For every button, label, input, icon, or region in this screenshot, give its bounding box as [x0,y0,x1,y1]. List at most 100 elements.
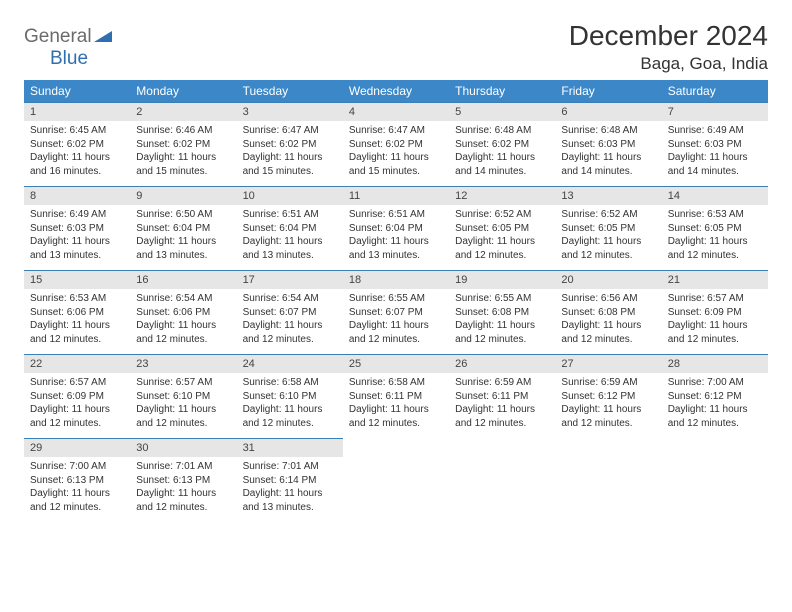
day-body: Sunrise: 6:55 AMSunset: 6:08 PMDaylight:… [449,289,555,350]
daylight-text: Daylight: 11 hours and 13 minutes. [30,235,124,262]
sunrise-text: Sunrise: 6:50 AM [136,208,230,222]
day-cell: 31Sunrise: 7:01 AMSunset: 6:14 PMDayligh… [237,438,343,522]
day-cell: 25 Sunrise: 6:58 AMSunset: 6:11 PMDayligh… [343,354,449,438]
sunrise-text: Sunrise: 6:54 AM [243,292,337,306]
day-cell [662,438,768,522]
day-header-tuesday: Tuesday [237,80,343,102]
day-body: Sunrise: 6:52 AMSunset: 6:05 PMDaylight:… [449,205,555,266]
daylight-text: Daylight: 11 hours and 12 minutes. [561,403,655,430]
sunset-text: Sunset: 6:14 PM [243,474,337,488]
sunset-text: Sunset: 6:08 PM [455,306,549,320]
day-number: 25 [343,354,449,373]
sunrise-text: Sunrise: 6:57 AM [30,376,124,390]
sunset-text: Sunset: 6:02 PM [243,138,337,152]
day-number: 15 [24,270,130,289]
sunset-text: Sunset: 6:11 PM [455,390,549,404]
day-cell: 22Sunrise: 6:57 AMSunset: 6:09 PMDayligh… [24,354,130,438]
sunset-text: Sunset: 6:04 PM [243,222,337,236]
day-body: Sunrise: 6:47 AMSunset: 6:02 PMDaylight:… [237,121,343,182]
day-body: Sunrise: 7:00 AMSunset: 6:13 PMDaylight:… [24,457,130,518]
location: Baga, Goa, India [569,54,768,74]
day-body: Sunrise: 6:53 AMSunset: 6:05 PMDaylight:… [662,205,768,266]
daylight-text: Daylight: 11 hours and 12 minutes. [455,403,549,430]
day-cell: 20Sunrise: 6:56 AMSunset: 6:08 PMDayligh… [555,270,661,354]
day-number: 13 [555,186,661,205]
sunrise-text: Sunrise: 6:51 AM [243,208,337,222]
sunset-text: Sunset: 6:13 PM [30,474,124,488]
day-header-friday: Friday [555,80,661,102]
week-row: 29Sunrise: 7:00 AMSunset: 6:13 PMDayligh… [24,438,768,522]
week-row: 8Sunrise: 6:49 AMSunset: 6:03 PMDaylight… [24,186,768,270]
day-header-sunday: Sunday [24,80,130,102]
sunrise-text: Sunrise: 6:48 AM [455,124,549,138]
sunset-text: Sunset: 6:12 PM [561,390,655,404]
daylight-text: Daylight: 11 hours and 12 minutes. [30,319,124,346]
day-cell: 26Sunrise: 6:59 AMSunset: 6:11 PMDayligh… [449,354,555,438]
weeks-container: 1Sunrise: 6:45 AMSunset: 6:02 PMDaylight… [24,102,768,522]
sunrise-text: Sunrise: 6:47 AM [349,124,443,138]
day-cell: 1Sunrise: 6:45 AMSunset: 6:02 PMDaylight… [24,102,130,186]
sunrise-text: Sunrise: 6:55 AM [455,292,549,306]
sunrise-text: Sunrise: 6:45 AM [30,124,124,138]
day-body: Sunrise: 6:51 AMSunset: 6:04 PMDaylight:… [343,205,449,266]
day-cell: 28Sunrise: 7:00 AMSunset: 6:12 PMDayligh… [662,354,768,438]
sunrise-text: Sunrise: 7:00 AM [668,376,762,390]
sunset-text: Sunset: 6:07 PM [243,306,337,320]
daylight-text: Daylight: 11 hours and 12 minutes. [349,403,443,430]
logo-triangle-icon [94,26,112,48]
sunrise-text: Sunrise: 7:00 AM [30,460,124,474]
day-number: 21 [662,270,768,289]
day-body: Sunrise: 6:57 AMSunset: 6:09 PMDaylight:… [662,289,768,350]
day-body: Sunrise: 6:51 AMSunset: 6:04 PMDaylight:… [237,205,343,266]
day-cell: 4Sunrise: 6:47 AMSunset: 6:02 PMDaylight… [343,102,449,186]
day-number: 18 [343,270,449,289]
day-cell: 23Sunrise: 6:57 AMSunset: 6:10 PMDayligh… [130,354,236,438]
day-cell: 18Sunrise: 6:55 AMSunset: 6:07 PMDayligh… [343,270,449,354]
sunrise-text: Sunrise: 6:47 AM [243,124,337,138]
day-number: 3 [237,102,343,121]
sunrise-text: Sunrise: 6:52 AM [561,208,655,222]
day-number: 4 [343,102,449,121]
day-cell: 24Sunrise: 6:58 AMSunset: 6:10 PMDayligh… [237,354,343,438]
sunset-text: Sunset: 6:05 PM [455,222,549,236]
day-number: 20 [555,270,661,289]
sunset-text: Sunset: 6:02 PM [455,138,549,152]
week-row: 15Sunrise: 6:53 AMSunset: 6:06 PMDayligh… [24,270,768,354]
day-body: Sunrise: 6:48 AMSunset: 6:02 PMDaylight:… [449,121,555,182]
sunset-text: Sunset: 6:13 PM [136,474,230,488]
sunrise-text: Sunrise: 6:53 AM [30,292,124,306]
day-cell: 13Sunrise: 6:52 AMSunset: 6:05 PMDayligh… [555,186,661,270]
day-cell: 8Sunrise: 6:49 AMSunset: 6:03 PMDaylight… [24,186,130,270]
day-number: 16 [130,270,236,289]
day-cell: 7Sunrise: 6:49 AMSunset: 6:03 PMDaylight… [662,102,768,186]
sunrise-text: Sunrise: 6:57 AM [136,376,230,390]
day-cell [449,438,555,522]
sunset-text: Sunset: 6:02 PM [136,138,230,152]
sunrise-text: Sunrise: 6:55 AM [349,292,443,306]
daylight-text: Daylight: 11 hours and 14 minutes. [455,151,549,178]
daylight-text: Daylight: 11 hours and 12 minutes. [136,319,230,346]
day-number: 12 [449,186,555,205]
title-block: December 2024 Baga, Goa, India [569,20,768,74]
day-cell: 3Sunrise: 6:47 AMSunset: 6:02 PMDaylight… [237,102,343,186]
sunrise-text: Sunrise: 6:58 AM [243,376,337,390]
day-cell: 29Sunrise: 7:00 AMSunset: 6:13 PMDayligh… [24,438,130,522]
day-body: Sunrise: 6:56 AMSunset: 6:08 PMDaylight:… [555,289,661,350]
sunset-text: Sunset: 6:06 PM [136,306,230,320]
sunrise-text: Sunrise: 6:58 AM [349,376,443,390]
sunset-text: Sunset: 6:11 PM [349,390,443,404]
day-body: Sunrise: 6:50 AMSunset: 6:04 PMDaylight:… [130,205,236,266]
day-cell: 11Sunrise: 6:51 AMSunset: 6:04 PMDayligh… [343,186,449,270]
day-cell: 16Sunrise: 6:54 AMSunset: 6:06 PMDayligh… [130,270,236,354]
day-number: 2 [130,102,236,121]
sunset-text: Sunset: 6:03 PM [30,222,124,236]
day-header-saturday: Saturday [662,80,768,102]
daylight-text: Daylight: 11 hours and 13 minutes. [349,235,443,262]
day-cell: 30Sunrise: 7:01 AMSunset: 6:13 PMDayligh… [130,438,236,522]
day-number: 14 [662,186,768,205]
sunrise-text: Sunrise: 6:59 AM [455,376,549,390]
day-cell: 2Sunrise: 6:46 AMSunset: 6:02 PMDaylight… [130,102,236,186]
sunset-text: Sunset: 6:10 PM [243,390,337,404]
month-title: December 2024 [569,20,768,52]
day-body: Sunrise: 6:57 AMSunset: 6:10 PMDaylight:… [130,373,236,434]
